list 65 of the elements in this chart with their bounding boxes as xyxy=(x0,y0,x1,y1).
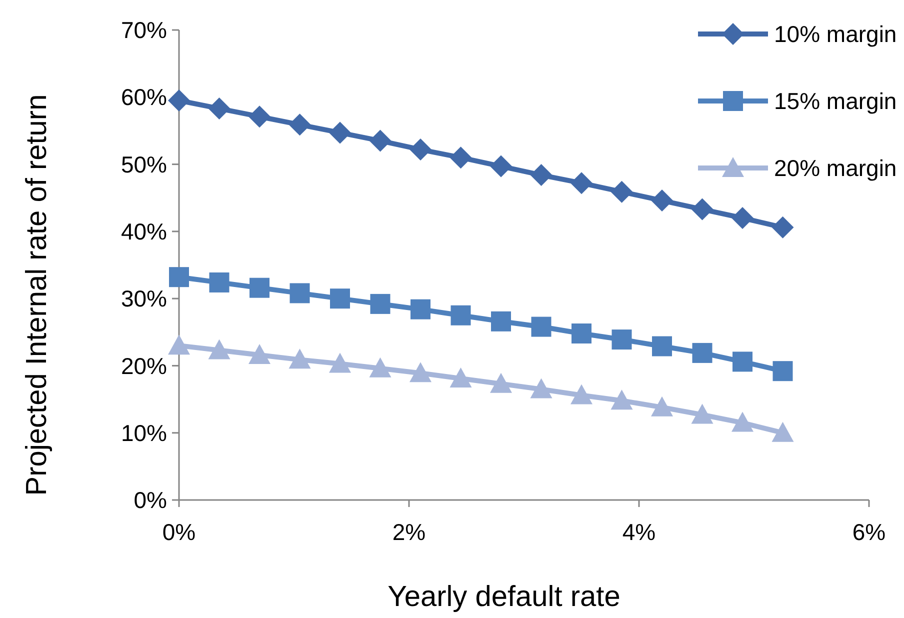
point xyxy=(208,339,230,360)
x-axis-title: Yearly default rate xyxy=(388,581,620,613)
point xyxy=(450,146,472,169)
legend-label: 20% margin xyxy=(774,155,897,182)
y-tick-label: 10% xyxy=(120,420,167,446)
y-tick-label: 50% xyxy=(120,151,167,178)
point xyxy=(530,378,552,398)
point xyxy=(410,362,432,382)
point xyxy=(209,272,230,292)
point xyxy=(288,114,311,136)
point xyxy=(530,164,552,186)
point xyxy=(168,334,190,355)
point xyxy=(329,122,351,144)
y-axis-title: Projected Internal rate of return xyxy=(21,94,53,496)
y-tick-label: 20% xyxy=(120,352,167,379)
point xyxy=(772,216,794,238)
x-tick-label: 0% xyxy=(162,519,196,545)
point xyxy=(610,390,633,410)
point xyxy=(732,207,754,229)
point xyxy=(290,283,310,304)
y-tick-label: 40% xyxy=(120,218,167,244)
point xyxy=(370,294,390,314)
point xyxy=(610,180,633,203)
legend-label: 15% margin xyxy=(774,88,897,114)
point xyxy=(612,330,632,350)
point xyxy=(772,422,794,442)
y-tick-label: 30% xyxy=(120,286,167,312)
y-tick-label: 0% xyxy=(134,487,167,514)
point xyxy=(410,138,432,161)
point xyxy=(692,342,712,363)
point xyxy=(651,396,673,416)
point xyxy=(531,316,552,337)
point xyxy=(329,352,351,373)
point xyxy=(208,98,230,120)
point xyxy=(369,130,392,152)
x-tick-label: 2% xyxy=(392,519,426,545)
point xyxy=(450,367,472,388)
point xyxy=(330,288,350,309)
point xyxy=(732,352,752,372)
point xyxy=(572,323,592,344)
point xyxy=(570,384,592,404)
point xyxy=(570,172,592,194)
point xyxy=(732,412,754,432)
point xyxy=(691,198,714,220)
point xyxy=(288,348,311,369)
point xyxy=(248,344,270,364)
y-tick-label: 60% xyxy=(120,84,167,110)
point xyxy=(410,299,430,320)
point xyxy=(772,361,793,382)
x-tick-label: 4% xyxy=(622,519,656,545)
point xyxy=(652,336,672,356)
point xyxy=(250,278,270,298)
point xyxy=(490,155,512,178)
point xyxy=(691,404,714,424)
point xyxy=(490,372,512,393)
point xyxy=(168,90,190,112)
legend-label: 10% margin xyxy=(774,21,897,48)
point xyxy=(450,305,471,326)
point xyxy=(369,357,392,378)
y-tick-label: 70% xyxy=(120,17,167,44)
point xyxy=(248,106,270,128)
point xyxy=(169,267,189,288)
x-tick-label: 6% xyxy=(852,519,886,545)
point xyxy=(651,190,673,212)
point xyxy=(491,311,511,332)
